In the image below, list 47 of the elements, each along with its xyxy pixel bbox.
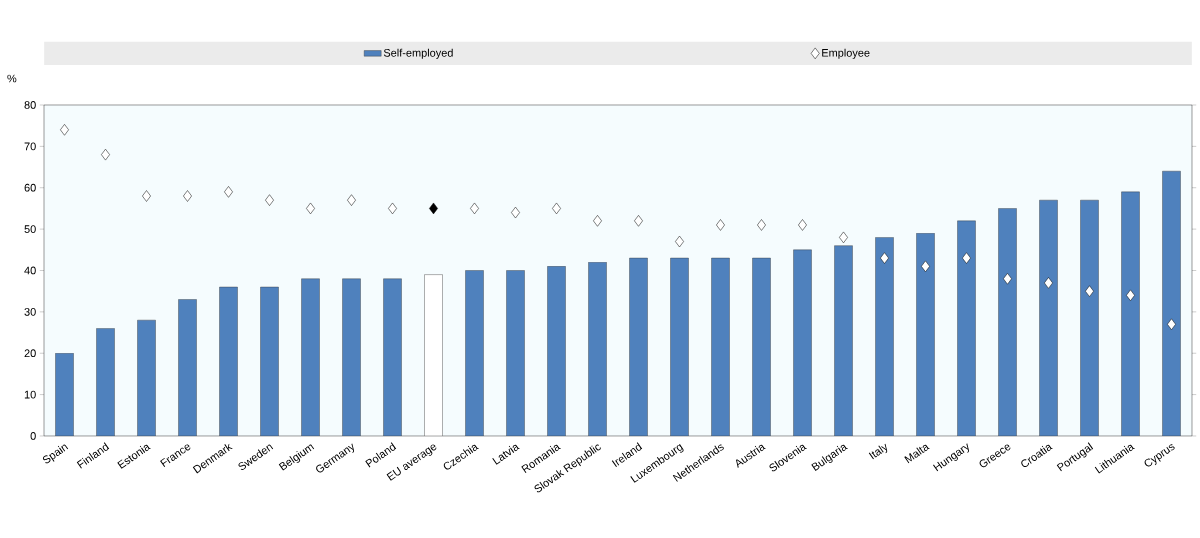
bar: [875, 237, 894, 436]
point: [224, 186, 233, 198]
bar: [1121, 191, 1140, 436]
legend-label: Employee: [822, 48, 870, 59]
bar: [342, 278, 361, 436]
bar: [793, 249, 812, 436]
bar: [178, 299, 197, 436]
point: [1003, 273, 1012, 285]
point: [798, 219, 807, 231]
point: [347, 194, 356, 206]
bar: [957, 220, 976, 436]
bar: [588, 262, 607, 436]
y-tick-label: 70: [24, 142, 36, 151]
point: [60, 124, 69, 136]
bar: [506, 270, 525, 436]
point: [265, 194, 274, 206]
y-axis-title: %: [7, 74, 17, 83]
point: [142, 190, 151, 202]
legend-label: Self-employed: [383, 48, 453, 59]
bar: [465, 270, 484, 436]
bar: [301, 278, 320, 436]
bar: [834, 245, 853, 436]
bar: [547, 266, 566, 436]
x-tick-label: Italy: [868, 443, 888, 460]
y-tick-label: 80: [24, 101, 36, 109]
point: [1085, 285, 1094, 297]
point: [1044, 277, 1053, 289]
point: [183, 190, 192, 202]
point: [1167, 318, 1176, 330]
bar: [998, 208, 1017, 436]
point: [962, 252, 971, 264]
y-tick-label: 40: [24, 266, 36, 275]
point: [716, 219, 725, 231]
y-tick-label: 10: [24, 390, 36, 399]
point: [634, 215, 643, 227]
point: [757, 219, 766, 231]
y-tick-label: 30: [24, 307, 36, 316]
y-tick-label: 20: [24, 349, 36, 358]
y-tick-label: 50: [24, 225, 36, 233]
y-tick-label: 60: [24, 183, 36, 192]
bar: [383, 278, 402, 436]
bar: [916, 233, 935, 436]
bar: [55, 353, 74, 436]
point: [593, 215, 602, 227]
point: [880, 252, 889, 264]
bar: [96, 328, 115, 436]
y-tick-label: 0: [30, 432, 36, 440]
